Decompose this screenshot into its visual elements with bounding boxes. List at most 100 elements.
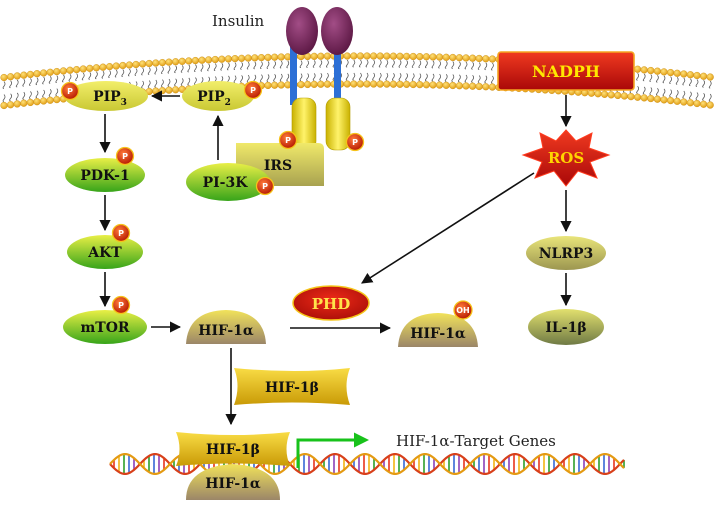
nadph-label: NADPH [532, 62, 600, 81]
lipid-head [409, 80, 417, 89]
lipid-tail [260, 61, 263, 70]
lipid-tail [68, 73, 72, 82]
lipid-head [482, 55, 490, 63]
lipid-head [310, 80, 318, 88]
lipid-head [455, 82, 464, 90]
lipid-head [304, 80, 312, 89]
lipid-head [449, 81, 457, 90]
lipid-head [633, 93, 642, 101]
lipid-head [370, 80, 378, 88]
phospho-badge-akt: P [111, 223, 131, 243]
lipid-head [323, 80, 332, 88]
lipid-tail [682, 77, 686, 86]
lipid-tail [207, 63, 210, 72]
lipid-tail [359, 72, 362, 81]
lipid-tail [656, 87, 659, 96]
lipid-head [706, 73, 714, 81]
lipid-tail [695, 79, 699, 87]
nlrp3-node: NLRP3 [526, 236, 606, 270]
lipid-head [594, 90, 602, 98]
lipid-tail [405, 73, 408, 81]
lipid-tail [194, 77, 197, 85]
lipid-head [185, 57, 193, 65]
lipid-tail [656, 74, 659, 83]
lipid-tail [689, 91, 692, 100]
lipid-head [647, 66, 655, 75]
lipid-head [660, 68, 668, 76]
lipid-head [211, 55, 219, 64]
lipid-tail [392, 72, 395, 81]
lipid-head [244, 54, 252, 62]
lipid-head [436, 81, 444, 89]
lipid-tail [352, 72, 356, 81]
lipid-head [105, 63, 114, 71]
lipid-tail [689, 78, 692, 87]
lipid-tail [134, 68, 138, 76]
lipid-tail [438, 60, 441, 69]
lipid-head [449, 53, 457, 62]
lipid-tail [392, 59, 395, 68]
ros-label: ROS [548, 149, 584, 167]
lipid-tail [279, 60, 283, 69]
lipid-head [475, 54, 483, 63]
lipid-head [251, 54, 259, 62]
lipid-tail [708, 93, 712, 102]
phospho-badge-mtor: P [111, 295, 131, 315]
ros-node: ROS [521, 129, 611, 187]
nadph-node: NADPH [497, 51, 635, 91]
lipid-tail [398, 73, 402, 81]
lipid-head [53, 95, 61, 104]
lipid-tail [29, 91, 32, 99]
lipid-tail [642, 86, 646, 95]
lipid-head [627, 93, 635, 101]
lipid-tail [167, 78, 171, 87]
lipid-tail [253, 74, 257, 83]
pathway-arrows [99, 90, 572, 426]
lipid-head [370, 52, 378, 60]
lipid-tail [636, 72, 639, 81]
lipid-head [640, 94, 648, 102]
pi3k-node: PI-3K [186, 163, 270, 201]
lipid-head [706, 101, 714, 109]
lipid-tail [675, 77, 679, 85]
lipid-head [59, 67, 68, 75]
lipid-head [323, 52, 332, 60]
lipid-tail [477, 75, 481, 83]
lipid-head [26, 98, 35, 107]
lipid-tail [273, 60, 276, 69]
lipid-tail [187, 77, 191, 86]
lipid-tail [662, 88, 666, 97]
lipid-head [271, 53, 279, 61]
target-genes: HIF-1α-Target Genes [296, 432, 556, 468]
lipid-tail [411, 60, 415, 68]
lipid-tail [359, 59, 362, 68]
lipid-head [422, 53, 431, 61]
lipid-head [693, 71, 701, 80]
lipid-tail [306, 60, 309, 68]
lipid-head [666, 68, 675, 77]
lipid-head [607, 91, 615, 99]
lipid-tail [48, 76, 52, 84]
receptor-chain-right [334, 40, 341, 105]
lipid-head [488, 55, 497, 63]
lipid-tail [167, 65, 171, 74]
lipid-head [165, 86, 173, 94]
lipid-head [442, 81, 450, 89]
hif-complex-on-dna: HIF-1β HIF-1α [176, 432, 290, 500]
nlrp3-label: NLRP3 [539, 246, 594, 262]
lipid-head [376, 80, 384, 88]
lipid-head [33, 98, 41, 106]
il1b-node: IL-1β [528, 309, 604, 345]
lipid-head [172, 58, 180, 66]
lipid-tail [42, 89, 45, 98]
lipid-head [20, 71, 28, 79]
lipid-tail [194, 64, 197, 72]
phospho-badges: P P P P P P P P [60, 80, 473, 320]
lipid-head [39, 69, 48, 77]
hydroxyl-badge-hif1a: OH [453, 300, 473, 320]
lipid-head [152, 59, 160, 67]
lipid-tail [233, 62, 237, 71]
lipid-tail [147, 67, 151, 75]
lipid-tail [642, 73, 646, 82]
lipid-head [178, 57, 186, 65]
